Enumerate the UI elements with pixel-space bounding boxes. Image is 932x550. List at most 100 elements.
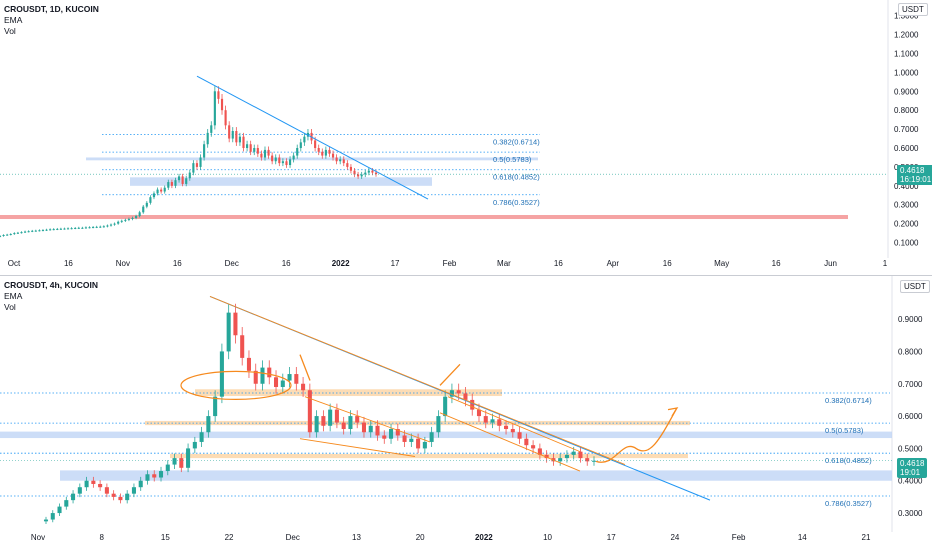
resistance-zone: [0, 431, 892, 439]
candle-body: [409, 438, 414, 442]
candle-body: [45, 229, 48, 231]
time-tick-label: 16: [282, 259, 291, 268]
candle-body: [98, 483, 103, 488]
price-tick-label: 0.4000: [894, 182, 919, 191]
fib-level-label: 0.382(0.6714): [493, 138, 540, 147]
candle-body: [92, 227, 95, 229]
candle-body: [436, 416, 441, 433]
candle-body: [260, 153, 263, 158]
fib-level-label: 0.618(0.4852): [825, 456, 872, 465]
consolidation-ellipse: [180, 370, 292, 400]
price-tick-label: 0.3000: [898, 509, 923, 518]
candle-body: [349, 166, 353, 171]
time-tick-label: Apr: [607, 259, 620, 268]
candle-body: [23, 231, 27, 233]
candle-body: [145, 202, 148, 207]
candle-body: [517, 432, 522, 439]
candle-body: [317, 148, 320, 152]
candle-body: [443, 396, 448, 417]
price-tick-label: 0.5000: [898, 444, 923, 453]
fib-level-label: 0.5(0.5783): [825, 426, 864, 435]
candle-body: [213, 91, 216, 126]
time-tick-label: 17: [607, 533, 616, 542]
candle-body: [367, 170, 370, 173]
candle-body: [429, 432, 434, 442]
candle-body: [172, 458, 177, 465]
price-tick-label: 0.8000: [898, 347, 923, 356]
candle-body: [131, 487, 136, 494]
candle-body: [102, 226, 105, 228]
chart-legend: CROUSDT, 1D, KUCOIN EMA Vol: [4, 4, 99, 37]
candle-body: [591, 460, 597, 462]
price-tick-label: 1.0000: [894, 68, 919, 77]
panel-divider[interactable]: [0, 275, 932, 276]
indicator-vol[interactable]: Vol: [4, 26, 16, 36]
candle-body: [531, 445, 536, 449]
candle-body: [138, 212, 141, 217]
indicator-ema[interactable]: EMA: [4, 291, 23, 301]
countdown-time: 19:01: [900, 468, 921, 477]
candle-body: [149, 197, 152, 203]
time-tick-label: May: [714, 259, 729, 268]
time-tick-label: 16: [554, 259, 563, 268]
indicator-ema[interactable]: EMA: [4, 15, 23, 25]
candle-body: [99, 226, 102, 228]
candle-body: [267, 149, 270, 156]
candle-body: [88, 227, 91, 229]
time-tick-label: 16: [64, 259, 73, 268]
symbol-title[interactable]: CROUSDT, 1D, KUCOIN: [4, 4, 99, 14]
candle-body: [355, 416, 360, 423]
candle-body: [217, 91, 220, 99]
candle-body: [456, 390, 461, 394]
currency-unit-label[interactable]: USDT: [898, 3, 928, 16]
candle-body: [109, 224, 113, 226]
candle-body: [321, 416, 326, 426]
candle-body: [6, 234, 9, 236]
time-tick-label: Jun: [824, 259, 837, 268]
candle-body: [342, 159, 345, 164]
candle-body: [131, 217, 134, 219]
candle-body: [41, 230, 45, 232]
orange-trend-line: [209, 296, 626, 465]
time-tick-label: 10: [543, 533, 552, 542]
candle-body: [389, 429, 394, 439]
candle-body: [371, 170, 374, 173]
candle-body: [348, 416, 353, 430]
candle-body: [402, 435, 407, 442]
candle-body: [188, 172, 191, 179]
candle-body: [9, 234, 12, 236]
daily-chart-canvas[interactable]: 1.3000 1.2000 1.1000 1.0000 0.9000 0.8000 0.70…: [0, 0, 932, 275]
candle-body: [213, 396, 218, 417]
time-tick-label: 15: [161, 533, 170, 542]
time-tick-label: Dec: [225, 259, 239, 268]
candle-body: [233, 312, 238, 336]
time-tick-label: 16: [663, 259, 672, 268]
candle-body: [463, 393, 468, 400]
candle-body: [163, 187, 166, 192]
candle-body: [219, 351, 224, 397]
candle-body: [321, 151, 324, 156]
candle-body: [375, 425, 380, 436]
channel-lower-line: [299, 438, 416, 457]
candle-body: [181, 176, 184, 184]
candle-body: [199, 157, 202, 167]
symbol-title[interactable]: CROUSDT, 4h, KUCOIN: [4, 280, 98, 290]
candle-body: [395, 429, 400, 436]
candle-body: [341, 422, 346, 430]
price-tick-label: 0.1000: [894, 239, 919, 248]
four-hour-chart-panel[interactable]: 0.9000 0.8000 0.7000 0.6000 0.5000 0.4000 0.30…: [0, 276, 932, 550]
four-hour-chart-canvas[interactable]: 0.9000 0.8000 0.7000 0.6000 0.5000 0.4000 0.30…: [0, 276, 932, 550]
candle-body: [138, 480, 143, 488]
candle-body: [544, 454, 549, 459]
candle-body: [174, 180, 177, 186]
candle-body: [81, 227, 84, 229]
candle-body: [263, 149, 267, 158]
indicator-vol[interactable]: Vol: [4, 302, 16, 312]
currency-unit-label[interactable]: USDT: [900, 280, 930, 293]
candle-body: [106, 225, 109, 227]
price-tick-label: 1.3000: [894, 12, 919, 21]
time-tick-label: 24: [670, 533, 679, 542]
candle-body: [210, 125, 213, 133]
chart-legend: CROUSDT, 4h, KUCOIN EMA Vol: [4, 280, 98, 313]
daily-chart-panel[interactable]: 1.3000 1.2000 1.1000 1.0000 0.9000 0.8000 0.70…: [0, 0, 932, 275]
